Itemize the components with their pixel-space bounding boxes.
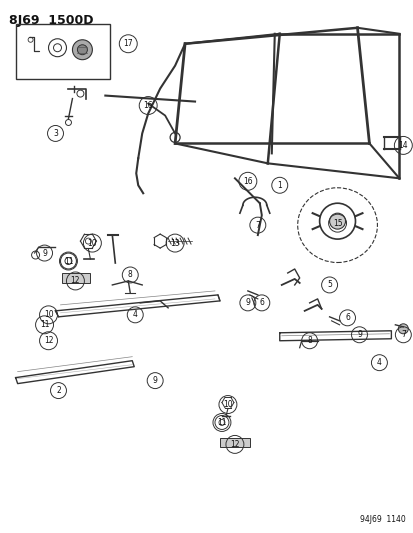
Text: 15: 15 — [332, 219, 342, 228]
Text: 7: 7 — [255, 221, 260, 230]
Text: 1: 1 — [277, 181, 281, 190]
Circle shape — [397, 324, 407, 334]
Text: 11: 11 — [64, 256, 73, 265]
Text: 11: 11 — [40, 320, 49, 329]
Circle shape — [77, 45, 87, 55]
Text: 4: 4 — [376, 358, 381, 367]
Text: 5: 5 — [326, 280, 331, 289]
Text: 12: 12 — [44, 336, 53, 345]
Bar — [62, 273, 90, 283]
Text: 13: 13 — [170, 239, 180, 248]
Text: 10: 10 — [44, 310, 53, 319]
Text: 94J69  1140: 94J69 1140 — [359, 515, 404, 524]
Circle shape — [329, 213, 345, 229]
Text: 9: 9 — [152, 376, 157, 385]
Text: 12: 12 — [230, 440, 239, 449]
Text: 8: 8 — [306, 336, 311, 345]
Text: 3: 3 — [53, 129, 58, 138]
Text: 7: 7 — [400, 330, 405, 340]
Text: 16: 16 — [242, 177, 252, 186]
Text: 10: 10 — [223, 400, 232, 409]
Text: 17: 17 — [123, 39, 133, 49]
Text: 11: 11 — [217, 418, 226, 427]
Text: 10: 10 — [88, 239, 97, 248]
Text: 9: 9 — [356, 330, 361, 340]
Text: 9: 9 — [245, 298, 250, 308]
Text: 9: 9 — [42, 248, 47, 257]
Text: 2: 2 — [56, 386, 61, 395]
Text: 16: 16 — [143, 101, 153, 110]
Text: 14: 14 — [398, 141, 407, 150]
Text: 12: 12 — [71, 277, 80, 286]
Text: 8: 8 — [128, 270, 132, 279]
Circle shape — [72, 40, 92, 60]
Bar — [16, 24, 110, 79]
Text: 6: 6 — [259, 298, 263, 308]
Text: 6: 6 — [344, 313, 349, 322]
Text: 4: 4 — [133, 310, 138, 319]
Text: 8J69  1500D: 8J69 1500D — [9, 14, 93, 27]
Bar — [219, 439, 249, 447]
